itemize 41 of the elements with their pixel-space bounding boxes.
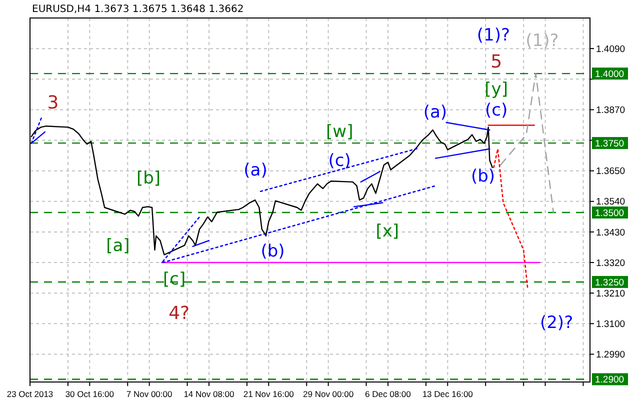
y-tick-label: 1.3430	[596, 227, 626, 238]
x-tick-label: 30 Oct 16:00	[65, 389, 114, 399]
x-tick-label: 6 Dec 08:00	[365, 389, 412, 399]
y-tick-label: 1.3210	[596, 288, 626, 300]
chart-title: EURUSD,H4 1.3673 1.3675 1.3648 1.3662	[32, 4, 244, 15]
ref-line-label: 1.2900	[595, 374, 624, 386]
y-tick-label: 1.3650	[596, 166, 626, 178]
annotation: (2)?	[540, 313, 574, 334]
annotation: (c)	[485, 100, 508, 121]
annotation: 5	[490, 52, 502, 73]
x-tick-label: 7 Nov 00:00	[126, 389, 173, 399]
y-tick-label: 1.3870	[596, 105, 626, 116]
annotation: (a)	[423, 102, 448, 123]
annotation: [a]	[106, 236, 130, 256]
ref-line-label: 1.3250	[595, 277, 624, 288]
y-tick-label: 1.3100	[596, 318, 626, 330]
ref-line-label: 1.3750	[595, 138, 624, 150]
x-tick-label: 29 Nov 00:00	[303, 389, 354, 399]
y-tick-label: 1.4090	[596, 44, 626, 55]
ref-line-label: 1.4000	[595, 68, 624, 80]
annotation: (1)?	[476, 25, 510, 46]
x-tick-label: 14 Nov 08:00	[184, 389, 235, 399]
x-tick-label: 13 Dec 16:00	[422, 389, 474, 399]
y-tick-label: 1.2990	[596, 350, 626, 361]
y-tick-label: 1.3540	[596, 196, 626, 208]
annotation: [w]	[326, 122, 354, 142]
x-tick-label: 23 Oct 2013	[6, 389, 54, 399]
x-tick-label: 21 Nov 16:00	[243, 389, 294, 399]
annotation: (a)	[244, 160, 268, 181]
annotation: [c]	[162, 270, 186, 290]
annotation: 3	[47, 92, 59, 114]
annotation: [y]	[484, 79, 508, 100]
annotation: 4?	[168, 302, 190, 324]
annotation: (c)	[328, 150, 351, 171]
annotation: [x]	[376, 221, 400, 242]
annotation: [b]	[136, 168, 161, 188]
annotation: (1)?	[526, 31, 559, 52]
annotation: (b)	[470, 166, 495, 186]
annotation: (b)	[260, 242, 285, 262]
ref-line-label: 1.3500	[595, 208, 624, 219]
y-tick-label: 1.3320	[596, 258, 626, 269]
